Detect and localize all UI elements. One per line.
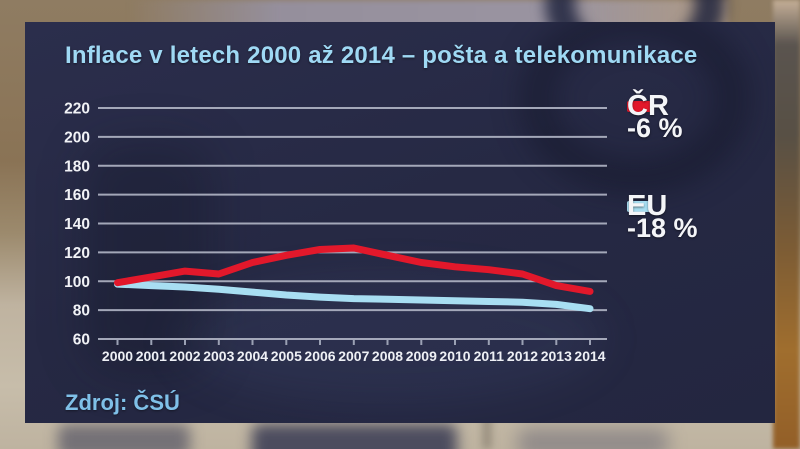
- x-axis-label: 2006: [304, 348, 335, 364]
- eu-line-swatch: [627, 200, 651, 212]
- blurred-text-blob: [58, 424, 190, 449]
- x-axis-label: 2013: [541, 348, 572, 364]
- y-axis-label: 140: [64, 216, 90, 233]
- x-axis-label: 2003: [203, 348, 234, 364]
- x-axis-label: 2000: [102, 348, 133, 364]
- legend-label-cr: ČR: [627, 89, 669, 122]
- y-axis-label: 220: [64, 101, 90, 118]
- x-axis-label: 2007: [338, 348, 369, 364]
- blurred-text-blob: [252, 424, 457, 449]
- panel-shading: [83, 140, 213, 375]
- x-axis-label: 2012: [507, 348, 538, 364]
- legend-change-eu: -18 %: [627, 213, 698, 243]
- y-axis-label: 200: [64, 129, 90, 146]
- x-axis-label: 2002: [169, 348, 200, 364]
- chart-panel: Inflace v letech 2000 až 2014 – pošta a …: [25, 22, 775, 423]
- y-axis-label: 180: [64, 158, 90, 175]
- source-label: Zdroj: ČSÚ: [65, 390, 180, 415]
- blurred-text-blob: [518, 428, 668, 449]
- legend-change-cr: -6 %: [627, 113, 683, 143]
- y-axis-label: 60: [73, 332, 90, 349]
- x-axis-label: 2005: [271, 348, 302, 364]
- legend-label-eu: EU: [627, 189, 668, 222]
- x-axis-label: 2001: [136, 348, 167, 364]
- y-axis-label: 160: [64, 187, 90, 204]
- x-axis-label: 2014: [574, 348, 605, 364]
- series-line-ČR: [114, 244, 594, 295]
- x-axis-label: 2004: [237, 348, 268, 364]
- background-right-pillar: [773, 0, 800, 449]
- x-axis-label: 2010: [439, 348, 470, 364]
- x-axis-label: 2008: [372, 348, 403, 364]
- background-seam: [482, 398, 492, 449]
- x-axis-label: 2011: [474, 348, 505, 364]
- y-axis-label: 120: [64, 245, 90, 262]
- y-axis-label: 80: [73, 303, 90, 320]
- cr-line-swatch: [627, 100, 651, 112]
- chart-title: Inflace v letech 2000 až 2014 – pošta a …: [65, 42, 698, 69]
- x-axis-label: 2009: [406, 348, 437, 364]
- y-axis-label: 100: [64, 274, 90, 291]
- series-line-EU: [114, 280, 594, 313]
